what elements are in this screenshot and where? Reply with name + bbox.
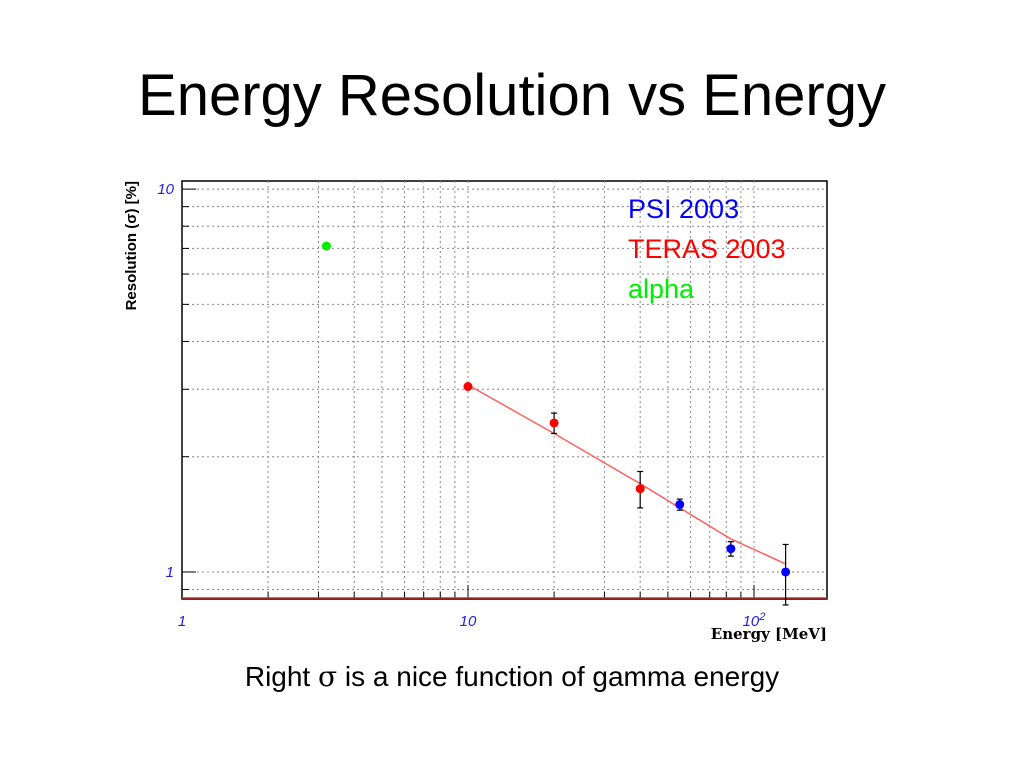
fit-curve — [467, 384, 786, 565]
fit-curve-group — [467, 384, 786, 565]
caption-prefix: Right — [244, 661, 318, 692]
data-point-alpha — [321, 241, 331, 251]
data-point-psi-2003 — [781, 567, 791, 577]
data-point-teras-2003 — [549, 418, 559, 428]
slide-title: Energy Resolution vs Energy — [138, 63, 886, 128]
x-tick-label: 1 — [178, 613, 186, 630]
legend-entry-teras-2003: TERAS 2003 — [628, 234, 786, 264]
legend: PSI 2003 TERAS 2003 alpha — [628, 194, 786, 304]
plot-frame — [181, 180, 828, 600]
x-axis-title: Energy [MeV] — [711, 625, 827, 643]
x-tick-label: 10 — [460, 613, 477, 630]
data-point-teras-2003 — [635, 484, 645, 494]
data-points — [321, 241, 791, 606]
data-point-teras-2003 — [463, 382, 473, 392]
caption-sigma: σ — [318, 660, 338, 693]
data-point-psi-2003 — [675, 500, 685, 510]
data-point-psi-2003 — [726, 544, 736, 554]
y-tick-label: 1 — [166, 564, 174, 581]
slide-caption: Right σ is a nice function of gamma ener… — [0, 660, 1024, 693]
legend-entry-psi-2003: PSI 2003 — [628, 194, 739, 224]
axis-ticks — [181, 188, 827, 599]
y-tick-label: 10 — [157, 181, 174, 198]
x-tick-label-exponent: 2 — [758, 611, 765, 623]
legend-entry-alpha: alpha — [628, 274, 695, 304]
caption-suffix: is a nice function of gamma energy — [337, 661, 780, 692]
y-axis-title: Resolution (σ) [%] — [123, 181, 140, 310]
